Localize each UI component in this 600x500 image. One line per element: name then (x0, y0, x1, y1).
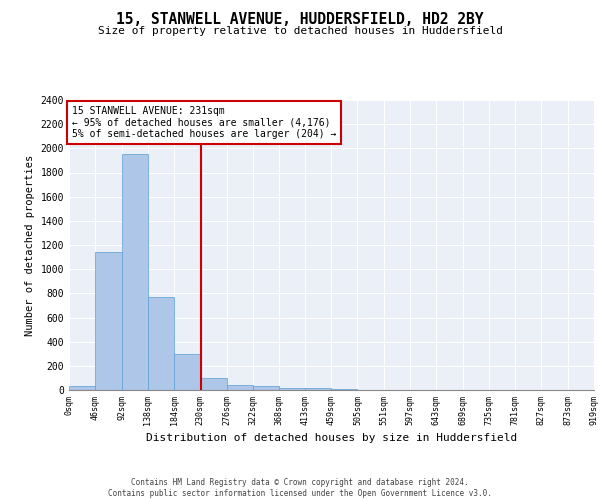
Bar (174, 354, 200, 390)
Bar (200, 378, 227, 390)
Bar (279, 388, 305, 390)
Text: 15 STANWELL AVENUE: 231sqm
← 95% of detached houses are smaller (4,176)
5% of se: 15 STANWELL AVENUE: 231sqm ← 95% of deta… (72, 106, 336, 139)
X-axis label: Distribution of detached houses by size in Huddersfield: Distribution of detached houses by size … (146, 433, 517, 443)
Text: Contains HM Land Registry data © Crown copyright and database right 2024.
Contai: Contains HM Land Registry data © Crown c… (108, 478, 492, 498)
Text: 15, STANWELL AVENUE, HUDDERSFIELD, HD2 2BY: 15, STANWELL AVENUE, HUDDERSFIELD, HD2 2… (116, 12, 484, 28)
Y-axis label: Number of detached properties: Number of detached properties (25, 154, 35, 336)
Bar (227, 385, 253, 390)
Bar (305, 388, 331, 390)
Bar (253, 386, 279, 390)
Bar (95, 252, 122, 390)
Bar (331, 389, 358, 390)
Bar (69, 386, 95, 390)
Bar (148, 297, 174, 390)
Text: Size of property relative to detached houses in Huddersfield: Size of property relative to detached ho… (97, 26, 503, 36)
Bar (122, 154, 148, 390)
